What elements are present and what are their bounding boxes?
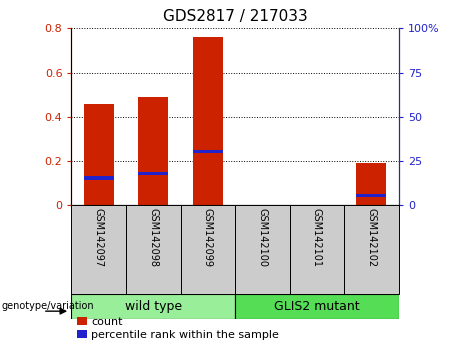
Text: GSM142100: GSM142100: [257, 208, 267, 267]
Bar: [193, 150, 223, 153]
Text: GSM142101: GSM142101: [312, 208, 322, 267]
Text: GSM142102: GSM142102: [366, 208, 377, 267]
Text: genotype/variation: genotype/variation: [1, 301, 94, 311]
Bar: [193, 37, 223, 205]
Bar: [71, 294, 235, 319]
Bar: [235, 294, 399, 319]
Bar: [84, 104, 114, 205]
Text: GSM142098: GSM142098: [148, 208, 158, 267]
Text: GSM142099: GSM142099: [203, 208, 213, 267]
Text: wild type: wild type: [125, 300, 182, 313]
Bar: [356, 194, 386, 198]
Bar: [344, 205, 399, 294]
Bar: [138, 172, 168, 175]
Title: GDS2817 / 217033: GDS2817 / 217033: [163, 9, 307, 24]
Bar: [71, 205, 126, 294]
Bar: [356, 163, 386, 205]
Legend: count, percentile rank within the sample: count, percentile rank within the sample: [77, 317, 279, 340]
Bar: [126, 205, 181, 294]
Bar: [138, 97, 168, 205]
Bar: [181, 205, 235, 294]
Bar: [290, 205, 344, 294]
Bar: [235, 205, 290, 294]
Text: GSM142097: GSM142097: [94, 208, 104, 267]
Bar: [84, 176, 114, 180]
Text: GLIS2 mutant: GLIS2 mutant: [274, 300, 360, 313]
